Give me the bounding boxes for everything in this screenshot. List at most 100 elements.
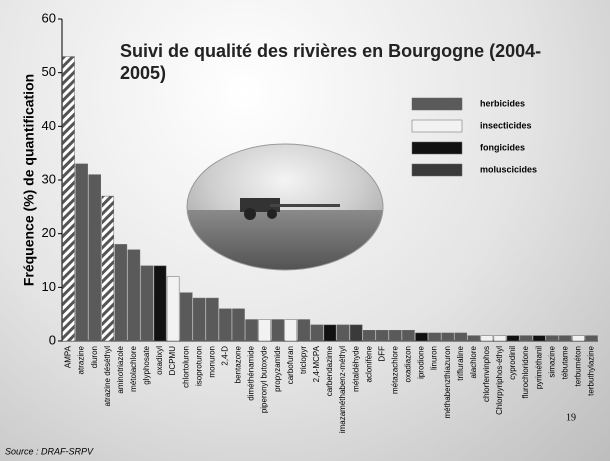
x-tick-label: DCPMU <box>168 346 177 376</box>
x-tick-label: diuron <box>90 346 99 368</box>
x-tick-label: aminotriazole <box>116 345 125 393</box>
legend-label: insecticides <box>480 120 532 130</box>
x-tick-label: cyprodinil <box>508 346 517 380</box>
y-tick-label: 30 <box>42 171 56 186</box>
x-tick-label: iprodione <box>417 345 426 378</box>
y-tick-label: 40 <box>42 118 56 133</box>
bar <box>140 265 154 342</box>
x-tick-label: alachlore <box>469 345 478 378</box>
bar <box>376 330 389 342</box>
legend-label: fongicides <box>480 142 525 152</box>
x-tick-label: 2,4-D <box>221 346 230 366</box>
bar <box>402 330 415 342</box>
bar <box>559 335 572 342</box>
x-tick-label: tébutame <box>560 345 569 379</box>
bar <box>585 335 598 342</box>
x-tick-label: 2,4-MCPA <box>312 345 321 382</box>
x-tick-label: imazaméthabenz-méthyl <box>338 346 347 433</box>
x-tick-label: simazine <box>547 345 556 377</box>
bar <box>519 335 533 342</box>
x-tick-label: propyzamide <box>273 345 282 391</box>
bar <box>284 319 298 342</box>
x-tick-label: chlortoluron <box>181 346 190 388</box>
bar <box>114 244 128 342</box>
y-tick-label: 20 <box>42 225 56 240</box>
bar <box>362 330 376 342</box>
bar <box>88 174 101 342</box>
bar <box>428 332 441 342</box>
x-tick-label: bentazone <box>234 345 243 383</box>
legend-swatch <box>411 163 463 177</box>
photo <box>187 144 383 270</box>
page-number: 19 <box>566 412 576 423</box>
bar <box>206 297 219 342</box>
x-tick-label: monuron <box>207 346 216 378</box>
y-tick-label: 60 <box>42 10 56 25</box>
x-tick-label: carbofuran <box>286 346 295 384</box>
bar <box>323 324 337 342</box>
bar <box>219 308 232 342</box>
legend-swatch <box>411 119 463 133</box>
legend-label: moluscicides <box>480 164 537 174</box>
x-tick-label: oxadixyl <box>155 346 164 375</box>
x-tick-label: métaldéhyde <box>351 345 360 391</box>
bar <box>245 319 258 342</box>
bar <box>349 324 363 342</box>
x-tick-label: isoproturon <box>194 346 203 386</box>
x-tick-label: diméthénamide <box>247 345 256 400</box>
bar <box>545 335 559 342</box>
bar <box>62 56 75 342</box>
bar <box>389 330 402 342</box>
x-tick-label: méthabenzthiazuron <box>443 346 452 419</box>
legend-label: herbicides <box>480 98 525 108</box>
bar <box>297 319 311 342</box>
x-tick-label: aclonifène <box>364 345 373 382</box>
bar <box>258 319 271 342</box>
bar <box>480 335 494 342</box>
bar <box>454 332 468 342</box>
y-tick-label: 0 <box>49 332 56 347</box>
x-tick-label: métazachlore <box>390 345 399 394</box>
x-tick-label: pyriméthanil <box>534 346 543 389</box>
x-tick-label: atrazine déséthyl <box>103 346 112 407</box>
bar <box>572 335 585 342</box>
legend-swatch <box>411 141 463 155</box>
bar <box>506 335 520 342</box>
bar <box>441 332 454 342</box>
x-tick-label: DFF <box>377 346 386 362</box>
bar <box>271 319 284 342</box>
bar <box>493 335 507 342</box>
x-tick-label: glyphosate <box>142 345 151 384</box>
x-tick-label: carbendazime <box>325 345 334 396</box>
x-tick-label: oxadiazon <box>404 346 413 382</box>
x-tick-label: triclopyr <box>299 346 308 374</box>
bar <box>192 297 206 342</box>
y-axis-label: Fréquence (%) de quantification <box>21 74 37 286</box>
y-tick-label: 50 <box>42 64 56 79</box>
x-tick-label: atrazine <box>77 345 86 374</box>
x-tick-label: métolachlore <box>129 345 138 391</box>
x-tick-label: flurochloridone <box>521 345 530 398</box>
bar <box>127 249 141 342</box>
x-tick-label: AMPA <box>64 345 73 368</box>
x-tick-label: chlorfenvinphos <box>482 346 491 402</box>
bar <box>336 324 350 342</box>
x-tick-label: terbuthylazine <box>587 345 596 395</box>
x-tick-label: piperonyl butoxyde <box>260 345 269 413</box>
bar <box>415 332 428 342</box>
bar <box>179 292 193 342</box>
bar <box>467 335 481 342</box>
x-tick-label: Chlorpyriphos-éthyl <box>495 346 504 415</box>
bar <box>232 308 245 342</box>
bar <box>153 265 167 342</box>
x-tick-label: trifluraline <box>456 345 465 380</box>
legend-swatch <box>411 97 463 111</box>
bar <box>75 163 88 342</box>
x-tick-label: linuron <box>430 346 439 370</box>
bar <box>532 335 546 342</box>
bar <box>166 276 180 342</box>
bar <box>310 324 324 342</box>
chart-title: Suivi de qualité des rivières en Bourgog… <box>120 41 542 83</box>
